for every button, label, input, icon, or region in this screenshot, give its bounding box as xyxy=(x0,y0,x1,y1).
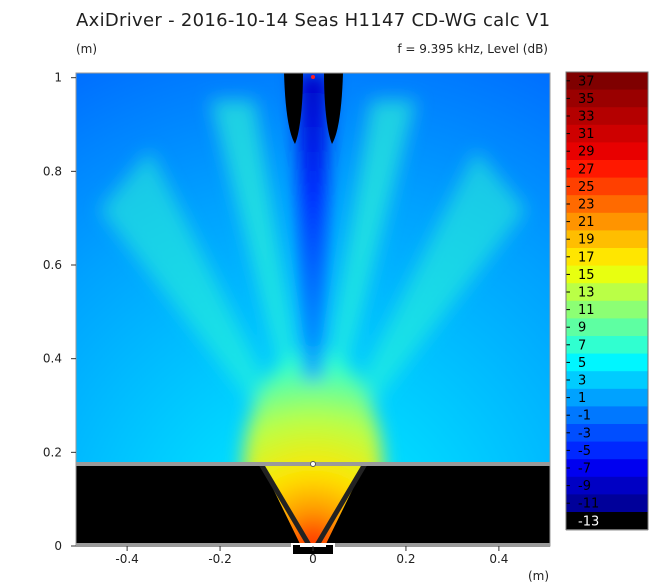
colorbar-swatch xyxy=(566,476,648,495)
y-tick-label: 1 xyxy=(54,71,62,85)
colorbar-swatch xyxy=(566,300,648,319)
colorbar-label: 37 xyxy=(578,74,595,89)
waveguide-wall-left xyxy=(258,462,312,546)
colorbar-swatch xyxy=(566,371,648,390)
colorbar-swatch xyxy=(566,177,648,196)
colorbar-swatch xyxy=(566,124,648,143)
colorbar-label: 3 xyxy=(578,374,586,389)
colorbar-label: -1 xyxy=(578,409,591,424)
null-ridge-right xyxy=(324,73,343,144)
colorbar-label: -13 xyxy=(578,514,599,529)
colorbar-swatch xyxy=(566,142,648,161)
x-tick-label: 0 xyxy=(309,552,317,566)
colorbar-swatch xyxy=(566,283,648,302)
colorbar-label: 7 xyxy=(578,338,586,353)
null-ridge-left xyxy=(284,73,303,144)
colorbar-label: 13 xyxy=(578,286,595,301)
colorbar-label: 1 xyxy=(578,391,586,406)
colorbar-label: -5 xyxy=(578,444,591,459)
colorbar-swatch xyxy=(566,248,648,267)
chart-title: AxiDriver - 2016-10-14 Seas H1147 CD-WG … xyxy=(76,10,550,31)
mouth-center-marker xyxy=(310,461,316,467)
colorbar-swatch xyxy=(566,336,648,355)
colorbar-swatch xyxy=(566,318,648,337)
colorbar-label: 35 xyxy=(578,92,595,107)
colorbar-label: 11 xyxy=(578,303,595,318)
x-tick-label: 0.2 xyxy=(396,552,415,566)
colorbar-label: -7 xyxy=(578,462,591,477)
axial-null-column xyxy=(296,73,330,380)
x-tick-label: 0.4 xyxy=(489,552,508,566)
baffle-right xyxy=(325,464,550,546)
mic-point-marker xyxy=(311,75,315,79)
colorbar-label: 29 xyxy=(578,145,595,160)
colorbar-label: 19 xyxy=(578,233,595,248)
x-axis-ticks: -0.4 -0.2 0 0.2 0.4 xyxy=(115,546,508,566)
y-tick-label: 0.8 xyxy=(43,164,62,178)
side-lobe-left xyxy=(100,150,300,465)
colorbar-swatch xyxy=(566,195,648,214)
colorbar-label: -9 xyxy=(578,479,591,494)
colorbar-swatch xyxy=(566,441,648,460)
colorbar-label: 17 xyxy=(578,250,595,265)
colorbar-label: -11 xyxy=(578,497,599,512)
colorbar: 373533312927252321191715131197531-1-3-5-… xyxy=(565,71,649,531)
colorbar-label: 21 xyxy=(578,215,595,230)
colorbar-swatch xyxy=(566,512,648,531)
colorbar-label: 25 xyxy=(578,180,595,195)
colorbar-swatch xyxy=(566,89,648,108)
colorbar-swatch xyxy=(566,107,648,126)
y-axis-ticks: 0 0.2 0.4 0.6 0.8 1 xyxy=(43,71,76,553)
colorbar-label: 5 xyxy=(578,356,586,371)
y-tick-label: 0 xyxy=(54,539,62,553)
colorbar-swatch xyxy=(566,388,648,407)
colorbar-swatch xyxy=(566,459,648,478)
colorbar-swatch xyxy=(566,265,648,284)
x-axis-unit: (m) xyxy=(528,569,550,583)
colorbar-swatch xyxy=(566,353,648,372)
colorbar-label: 33 xyxy=(578,110,595,125)
colorbar-label: 31 xyxy=(578,127,595,142)
colorbar-label: -3 xyxy=(578,426,591,441)
waveguide-wall-right xyxy=(314,462,368,546)
frequency-level-label: f = 9.395 kHz, Level (dB) xyxy=(397,42,548,56)
colorbar-swatch xyxy=(566,72,648,91)
baffle-left xyxy=(76,464,301,546)
colorbar-label: 27 xyxy=(578,162,595,177)
x-tick-label: -0.2 xyxy=(208,552,231,566)
x-tick-label: -0.4 xyxy=(115,552,138,566)
colorbar-swatch xyxy=(566,494,648,513)
colorbar-swatch xyxy=(566,212,648,231)
y-tick-label: 0.4 xyxy=(43,352,62,366)
colorbar-label: 15 xyxy=(578,268,595,283)
y-tick-label: 0.2 xyxy=(43,445,62,459)
colorbar-label: 9 xyxy=(578,321,586,336)
y-tick-label: 0.6 xyxy=(43,258,62,272)
colorbar-label: 23 xyxy=(578,198,595,213)
colorbar-swatch xyxy=(566,230,648,249)
colorbar-swatch xyxy=(566,406,648,425)
colorbar-swatch xyxy=(566,424,648,443)
colorbar-swatch xyxy=(566,160,648,179)
y-axis-unit: (m) xyxy=(76,42,98,56)
colorbar-frame xyxy=(565,71,649,531)
side-lobe-right xyxy=(326,150,526,465)
